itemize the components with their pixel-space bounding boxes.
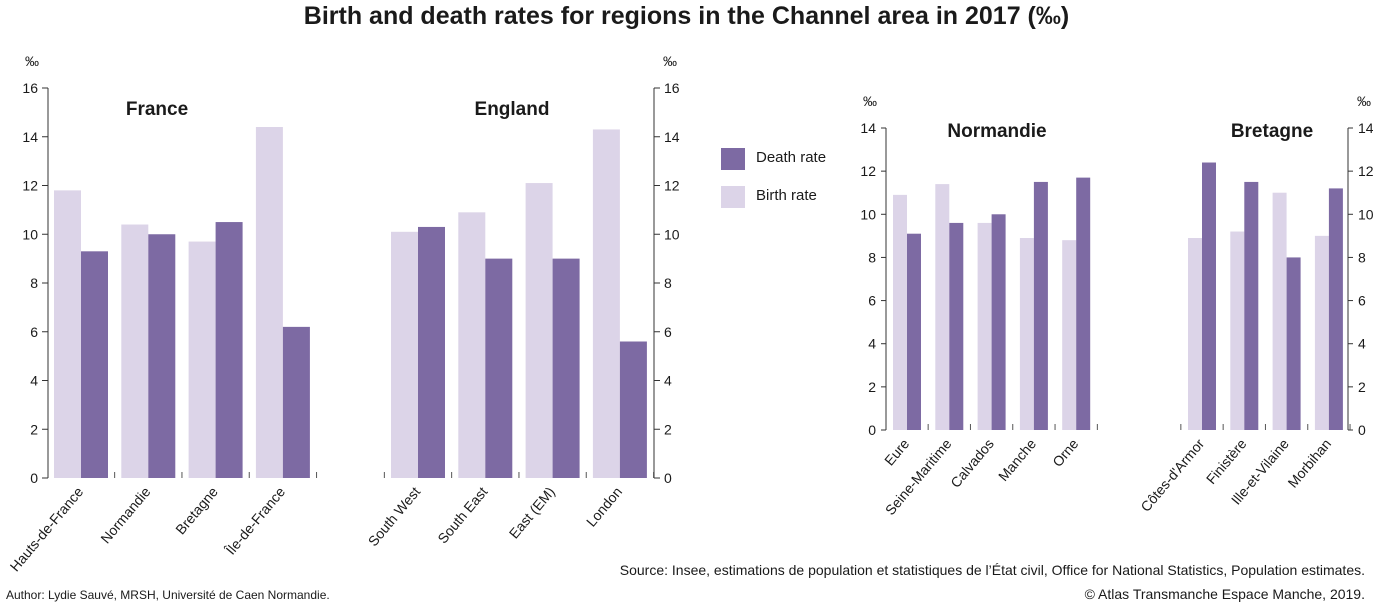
bretagne-y-tick-label: 12 — [1358, 163, 1373, 179]
normandie-y-tick-label: 2 — [868, 379, 876, 395]
normandie-bar-death-seine-maritime — [949, 222, 964, 430]
normandie-category-label-calvados: Calvados — [947, 436, 997, 491]
normandie-category-label-orne: Orne — [1049, 435, 1081, 469]
england-bar-birth-london — [592, 129, 620, 478]
bretagne-y-tick-label: 14 — [1358, 120, 1373, 136]
england-bar-death-london — [619, 341, 647, 478]
france-bar-death-ile-de-france — [282, 326, 310, 478]
france-y-tick-label: 10 — [22, 226, 38, 242]
author-note: Author: Lydie Sauvé, MRSH, Université de… — [6, 588, 330, 602]
france-panel-title: France — [126, 99, 188, 120]
france-y-tick-label: 6 — [30, 324, 38, 340]
france-y-tick-label: 4 — [30, 373, 38, 389]
normandie-y-tick-label: 0 — [868, 422, 876, 438]
france-bar-birth-hauts-de-france — [54, 190, 81, 478]
bretagne-bar-death-finistere — [1244, 181, 1259, 430]
bretagne-y-tick-label: 4 — [1358, 336, 1366, 352]
normandie-y-tick-label: 8 — [868, 249, 876, 265]
normandie-y-tick-label: 14 — [860, 120, 876, 136]
england-unit-label: ‰ — [663, 53, 677, 69]
normandie-y-tick-label: 10 — [860, 206, 876, 222]
england-y-tick-label: 14 — [664, 129, 680, 145]
france-y-tick-label: 14 — [22, 129, 38, 145]
france-bar-death-bretagne — [215, 222, 243, 478]
bretagne-y-tick-label: 6 — [1358, 293, 1366, 309]
england-category-label-east-em: East (EM) — [506, 484, 558, 542]
france-bar-death-hauts-de-france — [81, 251, 108, 478]
england-bar-death-south-east — [485, 258, 513, 478]
england-bar-birth-south-west — [391, 231, 418, 478]
france-bar-death-normandie — [148, 234, 176, 478]
bretagne-y-tick-label: 10 — [1358, 206, 1373, 222]
france-y-tick-label: 0 — [30, 470, 38, 486]
normandie-category-label-manche: Manche — [995, 435, 1039, 484]
france-y-tick-label: 12 — [22, 178, 38, 194]
england-category-label-south-west: South West — [365, 484, 424, 550]
legend-label-birth-rate: Birth rate — [756, 187, 817, 204]
england-bar-death-south-west — [418, 226, 445, 478]
normandie-y-tick-label: 12 — [860, 163, 876, 179]
bretagne-unit-label: ‰ — [1357, 93, 1371, 109]
france-y-tick-label: 16 — [22, 80, 38, 96]
england-category-label-london: London — [583, 484, 625, 530]
normandie-y-tick-label: 4 — [868, 336, 876, 352]
normandie-unit-label: ‰ — [863, 93, 877, 109]
normandie-bar-death-manche — [1033, 181, 1048, 430]
bretagne-panel-title: Bretagne — [1231, 121, 1313, 142]
normandie-category-label-eure: Eure — [881, 435, 912, 468]
legend-swatch-birth-rate — [721, 186, 745, 208]
normandie-bar-birth-manche — [1019, 238, 1034, 430]
england-bar-death-east-em — [552, 258, 580, 478]
france-unit-label: ‰ — [25, 53, 39, 69]
england-y-tick-label: 10 — [664, 226, 680, 242]
normandie-bar-death-calvados — [991, 214, 1006, 430]
source-note: Source: Insee, estimations de population… — [619, 562, 1365, 578]
bretagne-y-tick-label: 0 — [1358, 422, 1366, 438]
england-panel-title: England — [475, 99, 550, 120]
normandie-bar-birth-calvados — [977, 222, 992, 430]
normandie-y-tick-label: 6 — [868, 293, 876, 309]
bretagne-bar-birth-morbihan — [1314, 235, 1329, 430]
bretagne-bar-birth-ille-et-vilaine — [1272, 192, 1287, 430]
normandie-bar-death-eure — [907, 233, 921, 430]
england-bar-birth-south-east — [458, 212, 486, 478]
england-y-tick-label: 0 — [664, 470, 672, 486]
france-y-tick-label: 8 — [30, 275, 38, 291]
england-y-tick-label: 12 — [664, 178, 680, 194]
bretagne-bar-death-cotes-d-armor — [1202, 162, 1216, 430]
england-y-tick-label: 8 — [664, 275, 672, 291]
bretagne-bar-birth-finistere — [1230, 231, 1245, 430]
france-bar-birth-ile-de-france — [255, 127, 283, 478]
england-category-label-south-east: South East — [434, 484, 490, 547]
france-category-label-hauts-de-france: Hauts-de-France — [7, 483, 87, 574]
england-y-tick-label: 2 — [664, 421, 672, 437]
bretagne-category-label-cotes-d-armor: Côtes-d'Armor — [1137, 435, 1207, 514]
england-y-tick-label: 16 — [664, 80, 680, 96]
bretagne-bar-death-morbihan — [1328, 188, 1343, 430]
normandie-panel-title: Normandie — [947, 121, 1046, 142]
normandie-bar-death-orne — [1076, 177, 1091, 430]
legend-label-death-rate: Death rate — [756, 149, 827, 166]
france-category-label-normandie: Normandie — [97, 483, 153, 546]
england-y-tick-label: 6 — [664, 324, 672, 340]
england-y-tick-label: 4 — [664, 373, 672, 389]
france-y-tick-label: 2 — [30, 421, 38, 437]
credit-note: © Atlas Transmanche Espace Manche, 2019. — [1084, 586, 1365, 602]
legend-swatch-death-rate — [721, 148, 745, 170]
bretagne-bar-birth-cotes-d-armor — [1188, 238, 1202, 430]
bretagne-category-label-morbihan: Morbihan — [1284, 436, 1334, 491]
bretagne-bar-death-ille-et-vilaine — [1286, 257, 1301, 430]
england-bar-birth-east-em — [525, 183, 553, 478]
france-bar-birth-normandie — [121, 224, 149, 478]
france-category-label-ile-de-france: Île-de-France — [222, 483, 289, 558]
chart-title: Birth and death rates for regions in the… — [303, 2, 1070, 30]
normandie-bar-birth-eure — [893, 194, 907, 430]
normandie-bar-birth-seine-maritime — [935, 184, 950, 430]
bretagne-y-tick-label: 2 — [1358, 379, 1366, 395]
france-bar-birth-bretagne — [188, 241, 216, 478]
normandie-bar-birth-orne — [1062, 240, 1077, 430]
france-category-label-bretagne: Bretagne — [172, 483, 221, 537]
bretagne-y-tick-label: 8 — [1358, 249, 1366, 265]
